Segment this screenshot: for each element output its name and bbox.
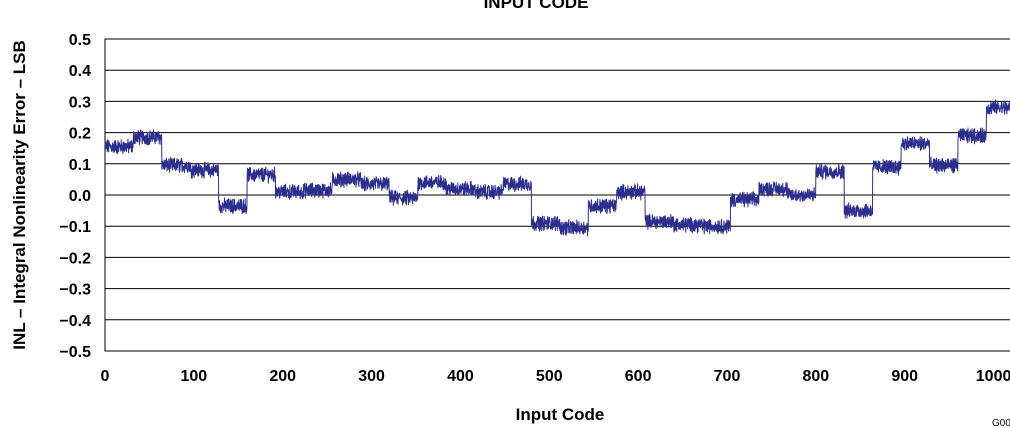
x-tick-label: 800	[802, 368, 829, 385]
y-tick-label: −0.5	[59, 344, 91, 361]
x-tick-label: 1000	[976, 368, 1010, 385]
x-tick-label: 200	[269, 368, 296, 385]
x-tick-label: 0	[101, 368, 110, 385]
y-tick-label: 0.4	[69, 63, 91, 80]
y-tick-label: −0.4	[59, 313, 91, 330]
y-tick-label: 0.5	[69, 32, 91, 49]
y-tick-label: −0.3	[59, 282, 91, 299]
y-axis-title: INL – Integral Nonlinearity Error – LSB	[10, 40, 29, 350]
y-tick-label: 0.2	[69, 126, 91, 143]
chart-title: INPUT CODE	[484, 0, 589, 12]
inl-series-line	[104, 99, 1010, 237]
x-tick-label: 600	[625, 368, 652, 385]
y-tick-label: 0.1	[69, 157, 91, 174]
x-tick-labels: 0 100 200 300 400 500 600 700 800 900 1000	[101, 368, 1010, 385]
x-tick-label: 500	[536, 368, 563, 385]
plot-area-frame	[104, 38, 1010, 352]
y-tick-label: 0.0	[69, 188, 91, 205]
x-tick-label: 100	[181, 368, 208, 385]
y-tick-label: 0.3	[69, 94, 91, 111]
figure-code: G00	[992, 418, 1010, 428]
horizontal-gridlines	[105, 69, 1010, 321]
x-tick-label: 300	[358, 368, 385, 385]
x-tick-label: 700	[714, 368, 741, 385]
x-axis-title: Input Code	[516, 405, 605, 424]
y-tick-label: −0.2	[59, 250, 91, 267]
x-tick-label: 400	[447, 368, 474, 385]
x-tick-label: 900	[891, 368, 918, 385]
y-tick-label: −0.1	[59, 219, 91, 236]
y-tick-labels: 0.5 0.4 0.3 0.2 0.1 0.0 −0.1 −0.2 −0.3 −0.4 −0.5	[59, 32, 91, 361]
